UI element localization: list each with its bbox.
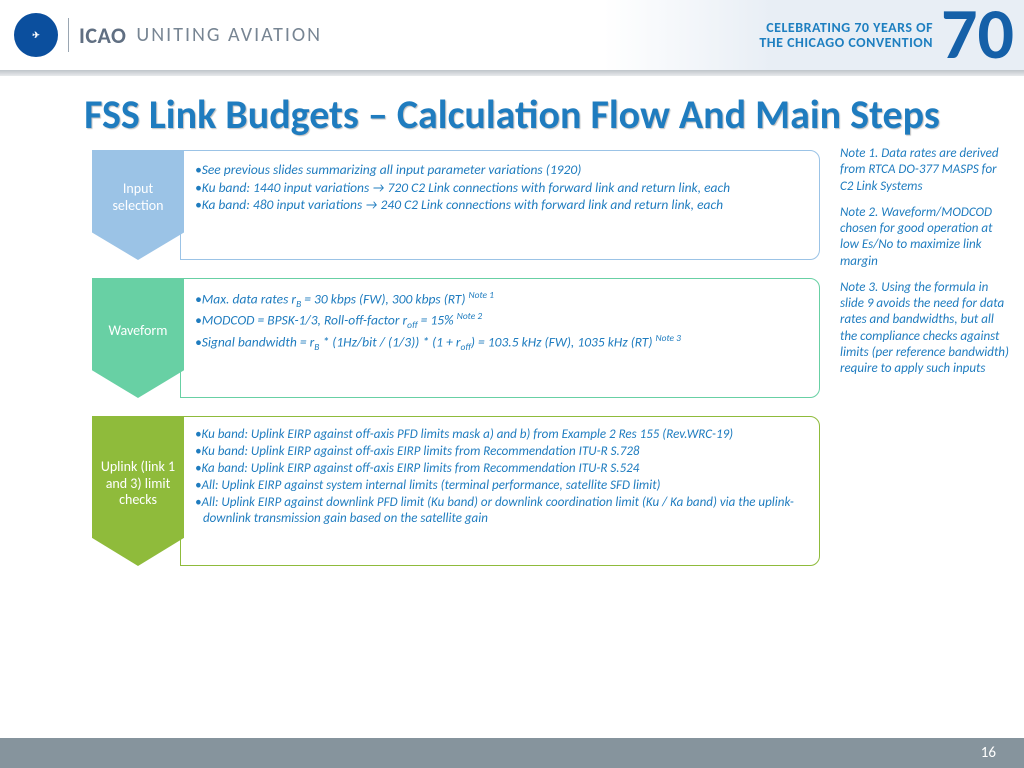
icao-label: ICAO [79, 22, 126, 49]
bullet: •Ka band: 480 input variations → 240 C2 … [195, 196, 805, 214]
celebrate-line1: CELEBRATING 70 YEARS OF [759, 20, 933, 35]
box-input-selection: •See previous slides summarizing all inp… [180, 150, 820, 260]
row-uplink-limits: Uplink (link 1 and 3) limit checks •Ku b… [92, 416, 1024, 566]
bullet: •All: Uplink EIRP against system interna… [195, 478, 805, 495]
logo-area: ✈ ICAO UNITING AVIATION [0, 13, 322, 57]
seventy-icon: 70 [941, 6, 1014, 64]
bullet: •Max. data rates rB = 30 kbps (FW), 300 … [195, 289, 805, 310]
header: ✈ ICAO UNITING AVIATION CELEBRATING 70 Y… [0, 0, 1024, 70]
footer: 16 [0, 738, 1024, 768]
note-1: Note 1. Data rates are derived from RTCA… [840, 146, 1012, 195]
icao-emblem-icon: ✈ [14, 13, 58, 57]
divider [68, 18, 69, 52]
celebrate-line2: THE CHICAGO CONVENTION [759, 35, 933, 50]
box-waveform: •Max. data rates rB = 30 kbps (FW), 300 … [180, 278, 820, 398]
content: Input selection •See previous slides sum… [0, 146, 1024, 566]
note-3: Note 3. Using the formula in slide 9 avo… [840, 280, 1012, 378]
bullet: •Ka band: Uplink EIRP against off-axis E… [195, 461, 805, 478]
bullet: •Ku band: Uplink EIRP against off-axis P… [195, 427, 805, 444]
bullet: •See previous slides summarizing all inp… [195, 161, 805, 179]
chevron-label: Input selection [98, 181, 178, 215]
bullet: •MODCOD = BPSK-1/3, Roll-off-factor roff… [195, 310, 805, 331]
page-number: 16 [981, 744, 996, 762]
bullet: •Ku band: Uplink EIRP against off-axis E… [195, 444, 805, 461]
chevron-uplink-limits: Uplink (link 1 and 3) limit checks [92, 416, 184, 566]
chevron-input-selection: Input selection [92, 150, 184, 260]
chevron-label: Waveform [109, 323, 168, 340]
side-notes: Note 1. Data rates are derived from RTCA… [840, 146, 1012, 387]
bullet: •Signal bandwidth = rB * (1Hz/bit / (1/3… [195, 332, 805, 353]
chevron-waveform: Waveform [92, 278, 184, 398]
chevron-label: Uplink (link 1 and 3) limit checks [98, 459, 178, 509]
note-2: Note 2. Waveform/MODCOD chosen for good … [840, 205, 1012, 270]
box-uplink-limits: •Ku band: Uplink EIRP against off-axis P… [180, 416, 820, 566]
bullet: •All: Uplink EIRP against downlink PFD l… [195, 495, 805, 529]
header-right: CELEBRATING 70 YEARS OF THE CHICAGO CONV… [604, 0, 1024, 70]
page-title: FSS Link Budgets – Calculation Flow And … [0, 76, 1024, 146]
tagline: UNITING AVIATION [136, 23, 322, 47]
celebrate-text: CELEBRATING 70 YEARS OF THE CHICAGO CONV… [759, 20, 933, 51]
bullet: •Ku band: 1440 input variations → 720 C2… [195, 179, 805, 197]
